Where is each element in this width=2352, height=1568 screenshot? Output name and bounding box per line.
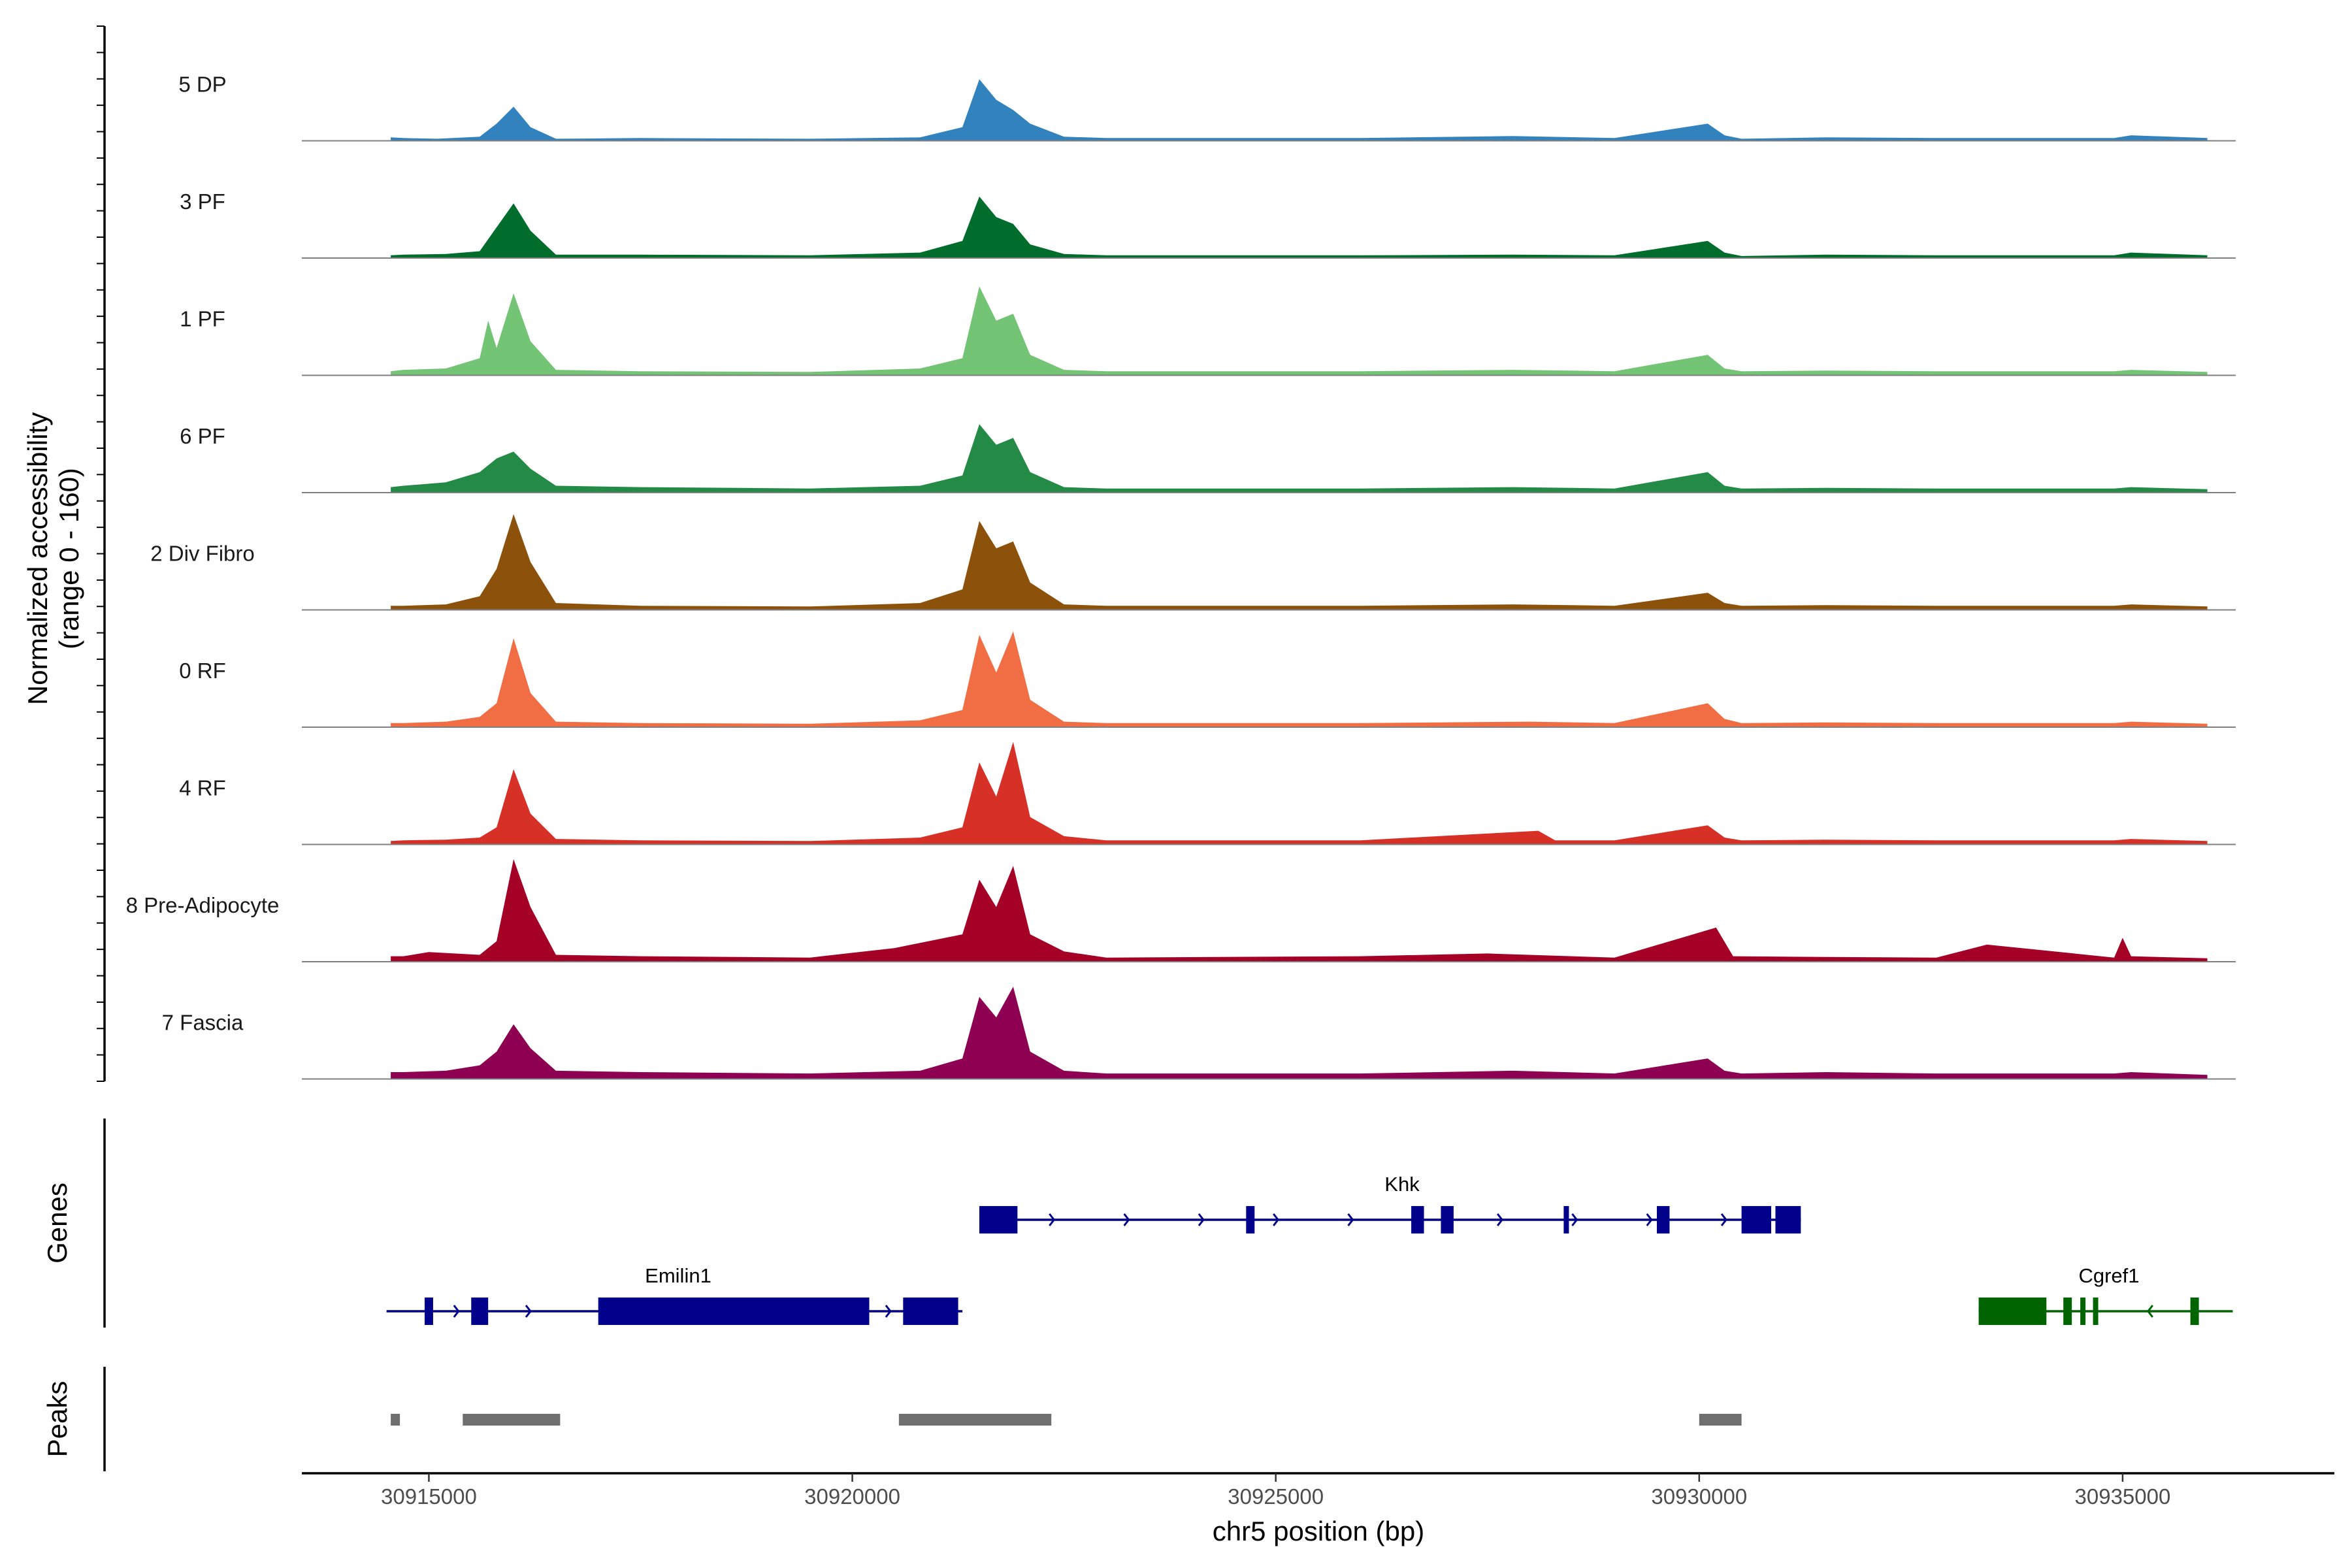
strand-arrow-right-icon	[1720, 1213, 1727, 1226]
strand-arrow-right-icon	[525, 1305, 532, 1318]
peak-bar	[463, 1414, 561, 1426]
genes-panel-label: Genes	[42, 1183, 73, 1264]
gene-cgref1: Cgref1	[1978, 1264, 2233, 1325]
gene-exon	[1411, 1206, 1424, 1233]
strand-arrow-right-icon	[1496, 1213, 1504, 1226]
strand-arrow-right-icon	[1646, 1213, 1653, 1226]
x-tick-label: 30920000	[804, 1484, 900, 1509]
peaks-panel-label: Peaks	[42, 1381, 73, 1458]
strand-arrow-right-icon	[1123, 1213, 1130, 1226]
peak-bar	[1699, 1414, 1742, 1426]
peak-bar	[898, 1414, 1052, 1426]
gene-exon	[2190, 1298, 2199, 1325]
track-3-pf: 3 PF	[180, 189, 2236, 259]
track-8-pre-adipocyte: 8 Pre-Adipocyte	[126, 859, 2236, 962]
coverage-tracks: 5 DP 3 PF 1 PF 6 PF 2 Div Fibro 0 RF 4 RF 8 Pre…	[126, 73, 2236, 1080]
gene-exon	[424, 1298, 433, 1325]
coverage-y-axis	[97, 25, 106, 1082]
x-tick-label: 30935000	[2075, 1484, 2171, 1509]
track-label: 5 DP	[178, 73, 226, 97]
track-label: 4 RF	[179, 776, 226, 800]
gene-exon	[1978, 1298, 2047, 1325]
gene-label: Emilin1	[645, 1264, 711, 1287]
gene-emilin1: Emilin1	[386, 1264, 963, 1325]
peak-annotations	[391, 1414, 1742, 1426]
strand-arrow-right-icon	[1273, 1213, 1280, 1226]
strand-arrow-right-icon	[1347, 1213, 1354, 1226]
gene-label: Khk	[1384, 1173, 1420, 1196]
strand-arrow-right-icon	[453, 1305, 460, 1318]
gene-exon	[903, 1298, 958, 1325]
track-label: 2 Div Fibro	[150, 542, 255, 566]
track-label: 7 Fascia	[162, 1011, 244, 1035]
gene-annotations: Khk Emilin1 Cgref1	[386, 1173, 2233, 1325]
gene-exon	[1657, 1206, 1670, 1233]
track-label: 1 PF	[180, 307, 225, 331]
gene-label: Cgref1	[2078, 1264, 2139, 1287]
peak-bar	[391, 1414, 400, 1426]
strand-arrow-right-icon	[1198, 1213, 1205, 1226]
gene-exon	[1563, 1206, 1569, 1233]
x-tick-label: 30925000	[1228, 1484, 1324, 1509]
track-0-rf: 0 RF	[179, 631, 2236, 728]
strand-arrow-right-icon	[1571, 1213, 1578, 1226]
gene-exon	[1246, 1206, 1255, 1233]
gene-exon	[2063, 1298, 2072, 1325]
x-tick-label: 30915000	[381, 1484, 477, 1509]
track-2-div-fibro: 2 Div Fibro	[150, 514, 2236, 611]
gene-exon	[2080, 1298, 2086, 1325]
gene-exon	[1741, 1206, 1771, 1233]
track-5-dp: 5 DP	[178, 73, 2236, 142]
track-label: 8 Pre-Adipocyte	[126, 893, 280, 917]
y-axis-title-line1: Normalized accessibility	[22, 412, 53, 705]
strand-arrow-left-icon	[2146, 1305, 2154, 1318]
y-axis-title-line2: (range 0 - 160)	[54, 468, 84, 649]
track-7-fascia: 7 Fascia	[162, 987, 2236, 1080]
track-1-pf: 1 PF	[180, 286, 2236, 376]
track-4-rf: 4 RF	[179, 742, 2236, 845]
x-axis-title: chr5 position (bp)	[1213, 1516, 1425, 1546]
x-tick-label: 30930000	[1651, 1484, 1747, 1509]
coverage-area	[391, 859, 2208, 962]
gene-khk: Khk	[979, 1173, 1801, 1233]
x-axis: 30915000 30920000 30925000 30930000 30935000	[302, 1472, 2334, 1509]
gene-exon	[979, 1206, 1018, 1233]
track-6-pf: 6 PF	[180, 424, 2236, 493]
track-label: 3 PF	[180, 189, 225, 214]
gene-exon	[1775, 1206, 1801, 1233]
strand-arrow-right-icon	[1049, 1213, 1056, 1226]
gene-exon	[471, 1298, 489, 1325]
track-label: 0 RF	[179, 659, 226, 683]
gene-exon	[598, 1298, 870, 1325]
gene-exon	[1441, 1206, 1454, 1233]
strand-arrow-right-icon	[885, 1305, 892, 1318]
gene-exon	[2093, 1298, 2099, 1325]
track-label: 6 PF	[180, 424, 225, 448]
